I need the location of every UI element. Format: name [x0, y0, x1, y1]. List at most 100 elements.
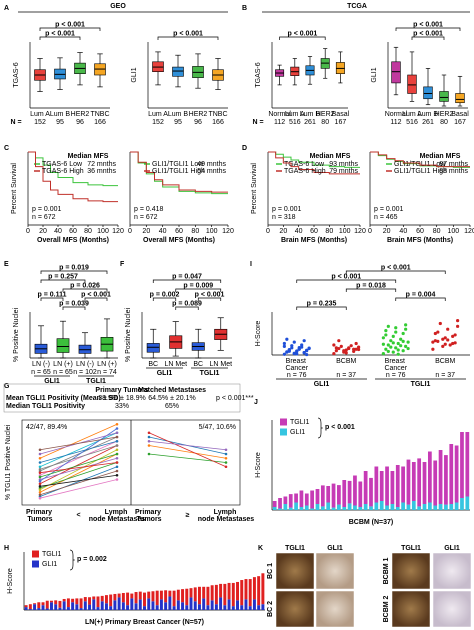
- dot: [396, 341, 400, 346]
- dot: [451, 341, 455, 346]
- micrograph: [315, 552, 355, 590]
- bar-segment: [390, 504, 395, 510]
- n-label: 152: [152, 119, 164, 126]
- y-axis-label: % Positive Nuclei: [13, 308, 20, 363]
- bar-segment: [304, 505, 309, 510]
- x-tick-label: 0: [368, 228, 372, 235]
- panel-letter: D: [242, 145, 247, 152]
- legend-median: 79 mnths: [329, 168, 358, 175]
- panel-letter: C: [4, 145, 9, 152]
- bar-segment: [417, 458, 422, 507]
- paired-point: [115, 456, 119, 460]
- p-value: p = 0.019: [59, 264, 89, 271]
- dot: [399, 337, 403, 341]
- y-axis-label: H-Score: [255, 321, 262, 347]
- survival-curve: [28, 151, 118, 187]
- group-label: GLI1: [157, 370, 173, 377]
- panel-title: TCGA: [347, 3, 367, 10]
- panel-letter: B: [242, 5, 247, 12]
- bar-segment: [168, 590, 172, 597]
- bar-segment: [75, 604, 79, 610]
- dot: [404, 344, 408, 348]
- n-label: 152: [34, 119, 46, 126]
- bar-segment: [37, 608, 41, 610]
- dot: [446, 327, 450, 331]
- bar-segment: [164, 602, 168, 610]
- paired-point: [38, 475, 42, 479]
- x-tick-label: 60: [69, 228, 77, 235]
- bar-segment: [62, 598, 66, 602]
- paired-line: [39, 474, 118, 487]
- bar-segment: [310, 508, 315, 510]
- x-tick-label: 20: [39, 228, 47, 235]
- dot: [446, 338, 450, 342]
- dot: [354, 347, 358, 351]
- bar-segment: [438, 504, 443, 510]
- dot: [295, 349, 299, 353]
- x-tick-label: 60: [416, 228, 424, 235]
- bar-segment: [50, 600, 53, 603]
- y-axis-label: Percent Survival: [251, 163, 258, 214]
- dot: [349, 344, 353, 348]
- bar-segment: [143, 606, 146, 610]
- dot: [381, 342, 385, 346]
- bar-segment: [28, 604, 32, 610]
- p-value: p = 0.001: [374, 206, 403, 213]
- dot: [337, 346, 341, 351]
- survival-curve: [268, 151, 360, 175]
- n-label: n = 672: [32, 214, 56, 221]
- bar-segment: [83, 601, 87, 610]
- bar-segment: [460, 432, 464, 498]
- bracket: [84, 297, 108, 301]
- paired-point: [115, 427, 119, 430]
- paired-line: [39, 440, 118, 463]
- bar-segment: [151, 601, 155, 610]
- legend-title: Median MFS: [310, 153, 351, 160]
- comparator: <: [76, 512, 80, 519]
- p-value: p = 0.026: [70, 282, 100, 289]
- bar-segment: [342, 507, 347, 510]
- panel-letter: H: [4, 545, 9, 552]
- dot: [391, 334, 395, 338]
- bar-segment: [304, 493, 309, 506]
- dot: [394, 326, 398, 330]
- x-axis-label: Overall MFS (Months): [143, 237, 215, 244]
- bar-segment: [240, 580, 244, 606]
- dot: [386, 343, 390, 347]
- n-label: 166: [94, 119, 106, 126]
- dot: [404, 327, 408, 331]
- dot: [332, 351, 336, 356]
- x-tick-label: Primary Tumors: [26, 509, 54, 523]
- bracket: [39, 27, 101, 31]
- bar-segment: [138, 599, 142, 610]
- n-label: n = 465: [374, 214, 398, 221]
- x-tick-label: Primary Tumors: [135, 509, 163, 523]
- dot: [282, 352, 286, 356]
- x-tick-label: HER2: [435, 111, 454, 118]
- bar-segment: [411, 501, 416, 510]
- micrograph: [275, 552, 315, 590]
- bar-segment: [401, 502, 405, 510]
- dot: [337, 339, 341, 343]
- bar-segment: [223, 605, 227, 610]
- bar-segment: [438, 450, 443, 504]
- bar-segment: [427, 451, 432, 503]
- row-label: BCBM 2: [383, 595, 390, 622]
- table-cell: 33%: [115, 403, 129, 410]
- legend-label: TGAS-6 Low: [42, 161, 83, 168]
- dot: [305, 348, 309, 352]
- dot: [441, 337, 445, 341]
- panel-letter: I: [250, 261, 252, 268]
- bar-segment: [422, 504, 427, 510]
- micrograph: [391, 590, 431, 628]
- y-axis-label: H-Score: [255, 452, 262, 478]
- p-value: p = 0.111: [38, 291, 67, 298]
- group-label: TGLI1: [411, 381, 431, 388]
- bar-segment: [24, 605, 28, 608]
- bar-segment: [62, 601, 66, 610]
- p-value: p = 0.002: [77, 556, 107, 563]
- bar-segment: [374, 466, 379, 503]
- bar-segment: [454, 502, 459, 510]
- x-tick-label: Normal: [268, 111, 291, 118]
- paired-line: [148, 432, 227, 468]
